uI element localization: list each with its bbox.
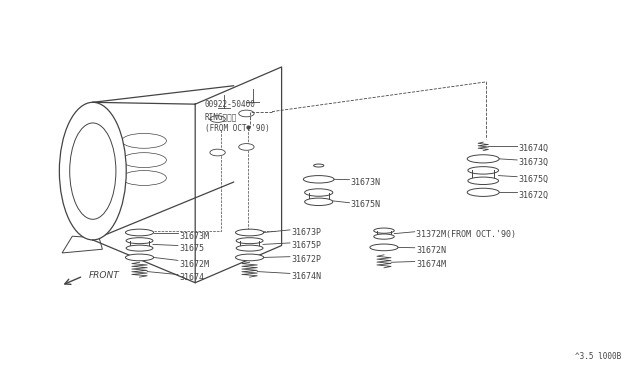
Polygon shape bbox=[62, 236, 102, 253]
Ellipse shape bbox=[468, 167, 499, 174]
Text: 31675P: 31675P bbox=[291, 241, 321, 250]
Ellipse shape bbox=[303, 176, 334, 183]
Ellipse shape bbox=[125, 254, 154, 261]
Text: 31672N: 31672N bbox=[416, 246, 446, 255]
Ellipse shape bbox=[374, 234, 394, 239]
Ellipse shape bbox=[236, 254, 264, 261]
Text: 31372M(FROM OCT.'90): 31372M(FROM OCT.'90) bbox=[416, 230, 516, 239]
Text: 31673Q: 31673Q bbox=[518, 158, 548, 167]
Ellipse shape bbox=[305, 189, 333, 196]
Ellipse shape bbox=[236, 238, 263, 244]
Ellipse shape bbox=[60, 102, 126, 240]
Text: 31672Q: 31672Q bbox=[518, 191, 548, 200]
Ellipse shape bbox=[236, 229, 264, 236]
Ellipse shape bbox=[70, 123, 116, 219]
Text: 31674M: 31674M bbox=[416, 260, 446, 269]
Ellipse shape bbox=[236, 245, 263, 251]
Ellipse shape bbox=[210, 116, 225, 122]
Text: 31675N: 31675N bbox=[351, 200, 381, 209]
Text: 31673N: 31673N bbox=[351, 178, 381, 187]
Ellipse shape bbox=[125, 229, 154, 236]
Ellipse shape bbox=[239, 144, 254, 150]
Text: 31673M: 31673M bbox=[179, 232, 209, 241]
Ellipse shape bbox=[468, 177, 499, 185]
Ellipse shape bbox=[370, 244, 398, 251]
Ellipse shape bbox=[126, 238, 153, 244]
Ellipse shape bbox=[239, 110, 254, 117]
Ellipse shape bbox=[314, 164, 324, 167]
Ellipse shape bbox=[305, 198, 333, 205]
Ellipse shape bbox=[126, 245, 153, 251]
Text: 31673P: 31673P bbox=[291, 228, 321, 237]
Text: 31672M: 31672M bbox=[179, 260, 209, 269]
Text: 31674: 31674 bbox=[179, 273, 204, 282]
Text: 31674N: 31674N bbox=[291, 272, 321, 280]
Text: 31675Q: 31675Q bbox=[518, 175, 548, 184]
Text: FRONT: FRONT bbox=[88, 271, 119, 280]
Ellipse shape bbox=[467, 155, 499, 163]
Ellipse shape bbox=[374, 228, 394, 233]
Text: ^3.5 l000B: ^3.5 l000B bbox=[575, 352, 621, 361]
Ellipse shape bbox=[467, 188, 499, 196]
Ellipse shape bbox=[210, 149, 225, 156]
Text: 31672P: 31672P bbox=[291, 255, 321, 264]
Text: 31675: 31675 bbox=[179, 244, 204, 253]
Text: 00922-50400
RINGリング
(FROM OCT.'90): 00922-50400 RINGリング (FROM OCT.'90) bbox=[205, 100, 269, 133]
Text: 31674Q: 31674Q bbox=[518, 144, 548, 153]
